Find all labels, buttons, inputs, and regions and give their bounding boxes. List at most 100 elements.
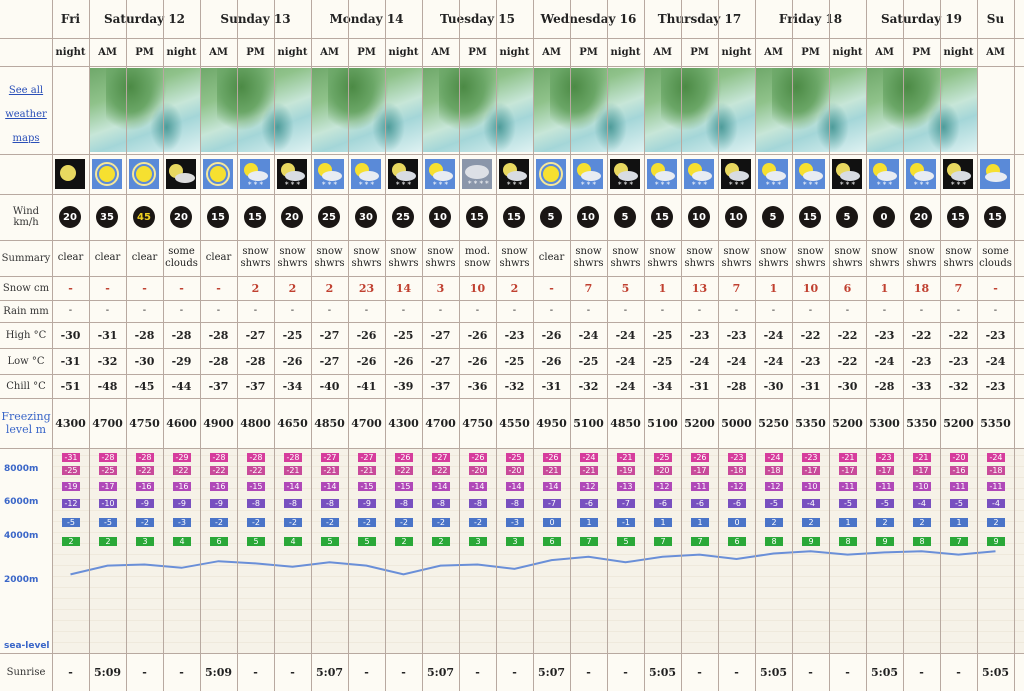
high-temp-cell: -30: [60, 328, 81, 342]
rain-cell: -: [475, 305, 480, 316]
altitude-label: 8000m: [4, 464, 39, 474]
weather-map-thumbnail[interactable]: [422, 68, 533, 152]
high-temp-cell: -23: [726, 328, 747, 342]
weather-maps-link-text[interactable]: See all weather maps: [5, 85, 47, 144]
temperature-tag: -8: [247, 499, 265, 508]
sunrise-cell: -: [512, 665, 517, 679]
period-header: AM: [764, 46, 783, 58]
temperature-tag: -11: [691, 482, 709, 491]
high-temp-cell: -23: [689, 328, 710, 342]
moon-icon: [55, 159, 85, 189]
sunrise-cell: -: [845, 665, 850, 679]
period-header: AM: [98, 46, 117, 58]
temperature-tag: 3: [506, 537, 524, 546]
sun-snow-icon: * * *: [314, 159, 344, 189]
rain-cell: -: [401, 305, 406, 316]
temperature-tag: -25: [506, 453, 524, 462]
sunrise-label: Sunrise: [6, 666, 46, 678]
temperature-tag: -14: [284, 482, 302, 491]
temperature-tag: 8: [913, 537, 931, 546]
temperature-tag: -8: [395, 499, 413, 508]
low-temp-cell: -23: [800, 354, 821, 368]
temperature-tag: 6: [543, 537, 561, 546]
snow-cell: 2: [510, 281, 519, 295]
temperature-tag: -5: [765, 499, 783, 508]
temperature-tag: -9: [358, 499, 376, 508]
high-temp-cell: -27: [245, 328, 266, 342]
low-temp-cell: -31: [60, 354, 81, 368]
weather-map-thumbnail[interactable]: [311, 68, 422, 152]
low-temp-cell: -23: [911, 354, 932, 368]
weather-map-thumbnail[interactable]: [533, 68, 644, 152]
period-header: AM: [875, 46, 894, 58]
temperature-tag: 2: [913, 518, 931, 527]
high-temp-cell: -25: [393, 328, 414, 342]
column-divider: [755, 0, 756, 691]
summary-cell: snow shwrs: [425, 246, 456, 269]
svg-text:* * *: * * *: [507, 181, 522, 189]
column-divider: [829, 0, 830, 691]
temperature-tag: -25: [62, 466, 80, 475]
snow-cell: 7: [732, 281, 741, 295]
weather-maps-link[interactable]: See all weather maps: [0, 66, 52, 164]
wind-speed-badge: 15: [984, 206, 1006, 228]
weather-map-thumbnail[interactable]: [755, 68, 866, 152]
low-temp-cell: -24: [726, 354, 747, 368]
svg-text:* * *: * * *: [951, 181, 966, 189]
freezing-level-cell: 5350: [795, 416, 826, 430]
sunrise-cell: -: [956, 665, 961, 679]
snow-cell: -: [993, 281, 998, 295]
low-temp-cell: -24: [763, 354, 784, 368]
temperature-tag: -15: [358, 482, 376, 491]
rain-cell: -: [105, 305, 110, 316]
low-temp-cell: -24: [985, 354, 1006, 368]
weather-map-thumbnail[interactable]: [89, 68, 200, 152]
period-header: PM: [579, 46, 598, 58]
rain-cell: -: [623, 305, 628, 316]
summary-cell: snow shwrs: [314, 246, 345, 269]
weather-map-thumbnail[interactable]: [866, 68, 977, 152]
freezing-level-cell: 4900: [203, 416, 234, 430]
temperature-tag: 0: [543, 518, 561, 527]
temperature-tag: -2: [210, 518, 228, 527]
svg-text:* * *: * * *: [877, 181, 892, 189]
summary-cell: clear: [57, 252, 84, 263]
temperature-tag: -22: [432, 466, 450, 475]
chill-label: Chill °C: [6, 380, 46, 392]
temperature-tag: -23: [728, 453, 746, 462]
temperature-tag: -19: [617, 466, 635, 475]
temperature-tag: -5: [876, 499, 894, 508]
freezing-level-cell: 5100: [647, 416, 678, 430]
freezing-level-cell: 4800: [240, 416, 271, 430]
low-temp-cell: -26: [393, 354, 414, 368]
high-temp-cell: -28: [171, 328, 192, 342]
rain-cell: -: [253, 305, 258, 316]
temperature-tag: -17: [839, 466, 857, 475]
moon-snow-icon: * * *: [277, 159, 307, 189]
snow-cell: -: [179, 281, 184, 295]
snow-cell: 2: [325, 281, 334, 295]
rain-cell: -: [512, 305, 517, 316]
temperature-tag: -6: [691, 499, 709, 508]
temperature-tag: -8: [506, 499, 524, 508]
temperature-tag: -24: [765, 453, 783, 462]
weather-map-thumbnail[interactable]: [200, 68, 311, 152]
freezing-level-cell: 5200: [832, 416, 863, 430]
chill-cell: -31: [689, 379, 710, 393]
temperature-tag: -11: [987, 482, 1005, 491]
snow-cell: -: [105, 281, 110, 295]
snow-cell: 6: [843, 281, 852, 295]
temperature-tag: -2: [469, 518, 487, 527]
high-temp-cell: -23: [874, 328, 895, 342]
temperature-tag: -12: [765, 482, 783, 491]
summary-cell: snow shwrs: [943, 246, 974, 269]
wind-speed-badge: 15: [651, 206, 673, 228]
freezing-level-cell: 5000: [721, 416, 752, 430]
column-divider: [126, 0, 127, 691]
low-temp-cell: -25: [578, 354, 599, 368]
weather-map-thumbnail[interactable]: [644, 68, 755, 152]
sunrise-cell: -: [697, 665, 702, 679]
summary-cell: clear: [205, 252, 232, 263]
temperature-tag: -28: [210, 453, 228, 462]
